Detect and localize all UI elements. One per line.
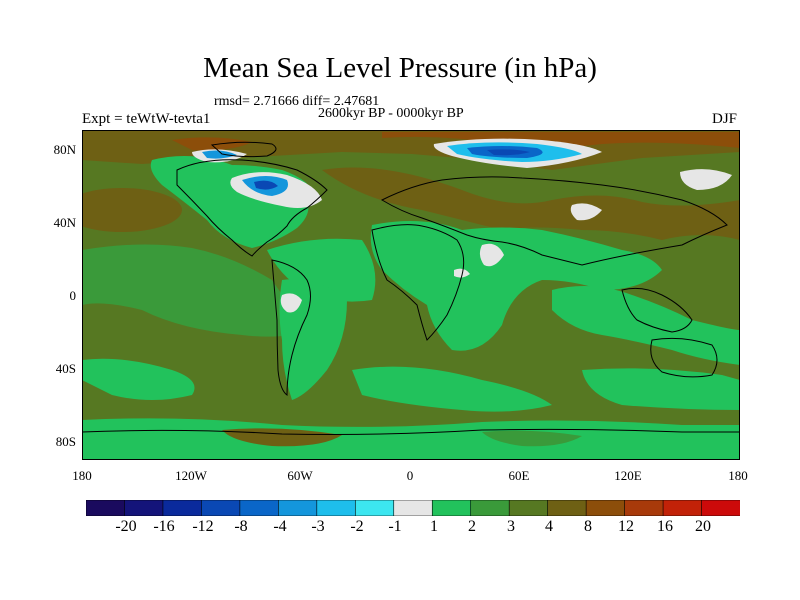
colorbar-swatch (393, 500, 434, 516)
season-label: DJF (712, 111, 738, 127)
field-minus8-to-minus4 (487, 149, 530, 156)
colorbar-label: 16 (657, 518, 673, 535)
lon-label: 120W (175, 468, 207, 483)
field-8-to-12 (172, 137, 252, 151)
field-8-to-12 (382, 132, 740, 148)
field-minus1-to-1 (570, 203, 602, 221)
lon-label: 120E (614, 468, 642, 483)
colorbar-swatch (508, 500, 549, 516)
field-minus1-to-1 (280, 293, 302, 313)
lat-label: 40N (53, 215, 76, 230)
field-1-to-2 (82, 358, 195, 400)
lat-label: 80N (53, 142, 76, 157)
map-frame (82, 130, 740, 460)
lon-label: 180 (728, 468, 748, 483)
colorbar-swatch (547, 500, 587, 516)
colorbar-swatch (354, 500, 395, 516)
field-1-to-2 (150, 156, 309, 248)
colorbar-swatch (701, 500, 740, 516)
field-2-to-3 (82, 244, 312, 337)
colorbar-label: -2 (350, 518, 364, 535)
field-1-to-2 (582, 368, 740, 410)
colorbar-label: -8 (234, 518, 248, 535)
colorbar-swatch (162, 500, 203, 516)
colorbar-label: -20 (115, 518, 137, 535)
lat-label: 40S (55, 361, 76, 376)
colorbar-swatch (86, 500, 126, 516)
colorbar (86, 500, 740, 516)
period-label: 2600kyr BP - 0000kyr BP (318, 106, 464, 121)
colorbar-label: -3 (311, 518, 325, 535)
pressure-difference-map (82, 130, 740, 460)
field-1-to-2 (552, 286, 740, 365)
colorbar-label: 20 (695, 518, 711, 535)
lat-label: 80S (55, 434, 76, 449)
field-4-to-8 (322, 167, 740, 240)
colorbar-label: -12 (192, 518, 214, 535)
experiment-label: Expt = teWtW-tevta1 (82, 111, 211, 127)
field-minus1-to-1 (479, 243, 504, 267)
field-4-to-8 (82, 188, 182, 232)
colorbar-label: -4 (273, 518, 287, 535)
colorbar-swatch (470, 500, 510, 516)
colorbar-swatch (124, 500, 164, 516)
colorbar-swatch (239, 500, 280, 516)
field-1-to-2 (370, 221, 662, 351)
lon-label: 60W (287, 468, 313, 483)
colorbar-label: -16 (153, 518, 175, 535)
colorbar-label: 4 (545, 518, 553, 535)
field-1-to-2 (267, 238, 376, 302)
lon-label: 60E (508, 468, 530, 483)
field-minus1-to-1 (680, 169, 732, 190)
field-2-to-3 (482, 430, 582, 447)
colorbar-swatch (316, 500, 357, 516)
field-minus8-to-minus4 (254, 180, 278, 190)
colorbar-swatch (278, 500, 318, 516)
field-1-to-2 (352, 366, 552, 412)
colorbar-label: 12 (618, 518, 634, 535)
colorbar-swatch (431, 500, 472, 516)
lon-label: 180 (72, 468, 92, 483)
field-minus3-to-minus2 (202, 150, 237, 159)
stats-label: rmsd= 2.71666 diff= 2.47681 (214, 94, 380, 109)
lat-label: 0 (69, 288, 77, 303)
colorbar-label: 3 (507, 518, 515, 535)
lon-label: 0 (406, 468, 414, 483)
colorbar-label: 8 (584, 518, 592, 535)
colorbar-label: 1 (430, 518, 438, 535)
colorbar-label: -1 (388, 518, 402, 535)
colorbar-swatch (662, 500, 703, 516)
colorbar-swatch (624, 500, 664, 516)
colorbar-swatch (201, 500, 241, 516)
map-title: Mean Sea Level Pressure (in hPa) (203, 52, 597, 84)
colorbar-label: 2 (468, 518, 476, 535)
colorbar-swatch (585, 500, 626, 516)
coastlines (82, 141, 740, 435)
